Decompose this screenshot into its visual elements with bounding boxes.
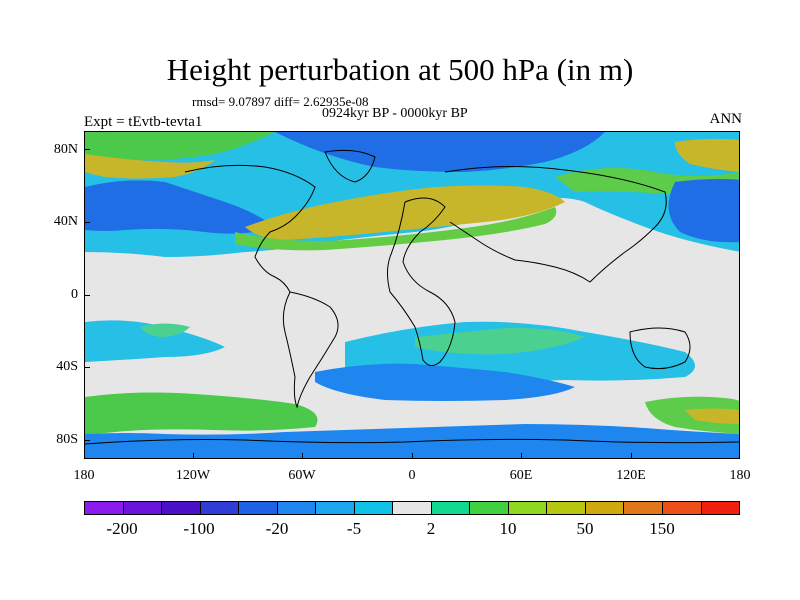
sh-green-pacific-south — [85, 392, 318, 434]
nh-yellow-band-pacific — [675, 138, 739, 172]
colorbar-swatch — [162, 502, 201, 514]
colorbar-swatch — [354, 502, 394, 514]
sh-yellow-east — [685, 408, 739, 424]
sh-blue-southern-ring — [85, 424, 739, 458]
lon-tick — [521, 453, 522, 459]
colorbar — [84, 501, 740, 515]
europe-africa-outline — [387, 197, 456, 366]
season-label: ANN — [709, 111, 743, 127]
period-text: 0924kyr BP - 0000kyr BP — [322, 106, 468, 121]
lat-label-80n: 80N — [53, 142, 78, 157]
map-title: Height perturbation at 500 hPa (in m) — [166, 52, 634, 87]
colorbar-label: 2 — [426, 519, 436, 538]
lat-tick — [84, 440, 90, 441]
colorbar-swatch — [200, 502, 240, 514]
nh-arctic-blue — [275, 132, 605, 172]
colorbar-swatch — [431, 502, 471, 514]
colorbar-label: 150 — [649, 519, 675, 538]
colorbar-label: 10 — [499, 519, 517, 538]
colorbar-swatch — [624, 502, 663, 514]
colorbar-swatch — [239, 502, 278, 514]
lon-label-120e: 120E — [616, 468, 646, 483]
colorbar-swatch — [662, 502, 702, 514]
sh-green-patch-west — [140, 323, 190, 337]
nh-blue-core-east — [668, 178, 739, 243]
colorbar-swatch — [585, 502, 625, 514]
lon-tick — [412, 453, 413, 459]
lon-label-180e: 180 — [729, 468, 751, 483]
colorbar-label: -5 — [346, 519, 362, 538]
colorbar-label: -200 — [106, 519, 138, 538]
nh-yellow-band-west — [85, 154, 215, 179]
lon-tick — [302, 453, 303, 459]
lat-tick — [84, 222, 90, 223]
lon-tick — [193, 453, 194, 459]
lat-label-80s: 80S — [56, 432, 78, 447]
north-america-outline — [184, 164, 316, 293]
sh-green-indian — [415, 327, 585, 355]
colorbar-swatch — [547, 502, 586, 514]
australia-outline — [629, 327, 691, 370]
colorbar-swatch — [277, 502, 317, 514]
lat-tick — [84, 295, 90, 296]
map-plot — [84, 131, 740, 459]
south-america-outline — [282, 291, 339, 409]
experiment-label: Expt = tEvtb-tevta1 — [84, 114, 203, 130]
lat-tick — [84, 149, 90, 150]
nh-arctic-green — [85, 132, 275, 161]
colorbar-swatch — [316, 502, 355, 514]
colorbar-swatch — [508, 502, 548, 514]
colorbar-swatch — [470, 502, 509, 514]
lon-label-60e: 60E — [509, 468, 533, 483]
nh-blue-core — [85, 180, 275, 234]
coastlines — [85, 149, 739, 445]
lon-label-60w: 60W — [288, 468, 316, 483]
lat-label-40n: 40N — [53, 214, 78, 229]
colorbar-swatch — [701, 502, 740, 514]
asia-outline — [444, 165, 667, 283]
lon-label-0: 0 — [408, 468, 416, 483]
lat-label-40s: 40S — [56, 359, 78, 374]
antarctica-outline — [85, 438, 739, 445]
map-svg — [85, 132, 739, 458]
lon-label-180w: 180 — [73, 468, 95, 483]
colorbar-label: -100 — [183, 519, 215, 538]
colorbar-swatch — [393, 502, 432, 514]
colorbar-label: -20 — [265, 519, 289, 538]
colorbar-label: 50 — [576, 519, 594, 538]
lat-tick — [84, 367, 90, 368]
colorbar-swatch — [123, 502, 163, 514]
stats-text: rmsd= 9.07897 diff= 2.62935e-08 — [192, 94, 369, 109]
greenland-outline — [324, 149, 376, 183]
sh-light-blue-band — [85, 320, 225, 362]
nh-yellow-band-atlantic — [245, 185, 565, 240]
lon-tick — [631, 453, 632, 459]
colorbar-swatch — [85, 502, 124, 514]
sh-blue-mid — [315, 363, 575, 401]
lon-label-120w: 120W — [175, 468, 211, 483]
lat-label-eq: 0 — [71, 287, 78, 302]
